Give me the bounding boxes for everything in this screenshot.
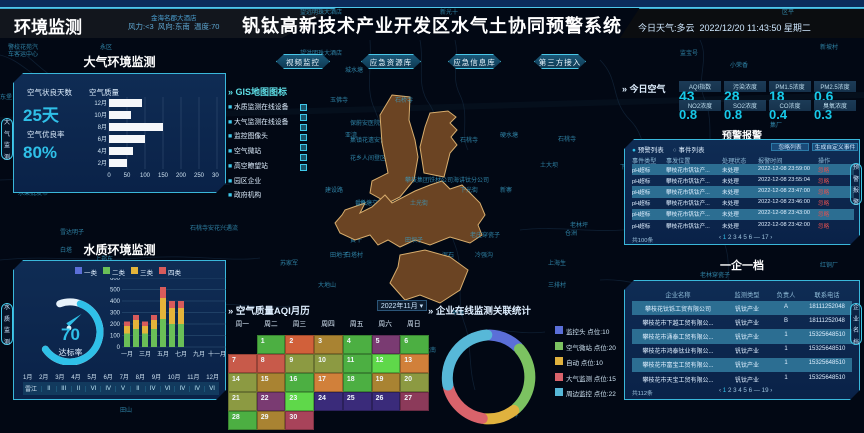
svg-text:十一月: 十一月: [208, 350, 226, 358]
svg-text:250: 250: [194, 173, 205, 179]
svg-text:150: 150: [158, 173, 169, 179]
svg-text:200: 200: [176, 173, 187, 179]
svg-text:600: 600: [110, 278, 121, 282]
svg-text:0: 0: [117, 345, 121, 351]
svg-text:400: 400: [110, 299, 121, 305]
svg-text:300: 300: [212, 173, 219, 179]
svg-text:10月: 10月: [94, 112, 107, 119]
svg-text:一月: 一月: [121, 351, 133, 358]
svg-text:8月: 8月: [98, 124, 107, 131]
svg-text:五月: 五月: [157, 351, 169, 358]
svg-text:100: 100: [110, 334, 121, 340]
svg-text:200: 200: [110, 322, 121, 328]
svg-text:九月: 九月: [193, 350, 205, 358]
svg-text:12月: 12月: [94, 100, 107, 107]
svg-text:300: 300: [110, 311, 121, 317]
svg-text:三月: 三月: [139, 351, 151, 358]
svg-text:0: 0: [107, 173, 111, 179]
svg-text:500: 500: [110, 288, 121, 294]
svg-text:七月: 七月: [175, 350, 187, 358]
svg-text:4月: 4月: [98, 148, 107, 155]
svg-text:6月: 6月: [98, 136, 107, 143]
svg-text:2月: 2月: [98, 160, 107, 167]
svg-text:50: 50: [124, 173, 131, 179]
svg-text:100: 100: [140, 173, 151, 179]
